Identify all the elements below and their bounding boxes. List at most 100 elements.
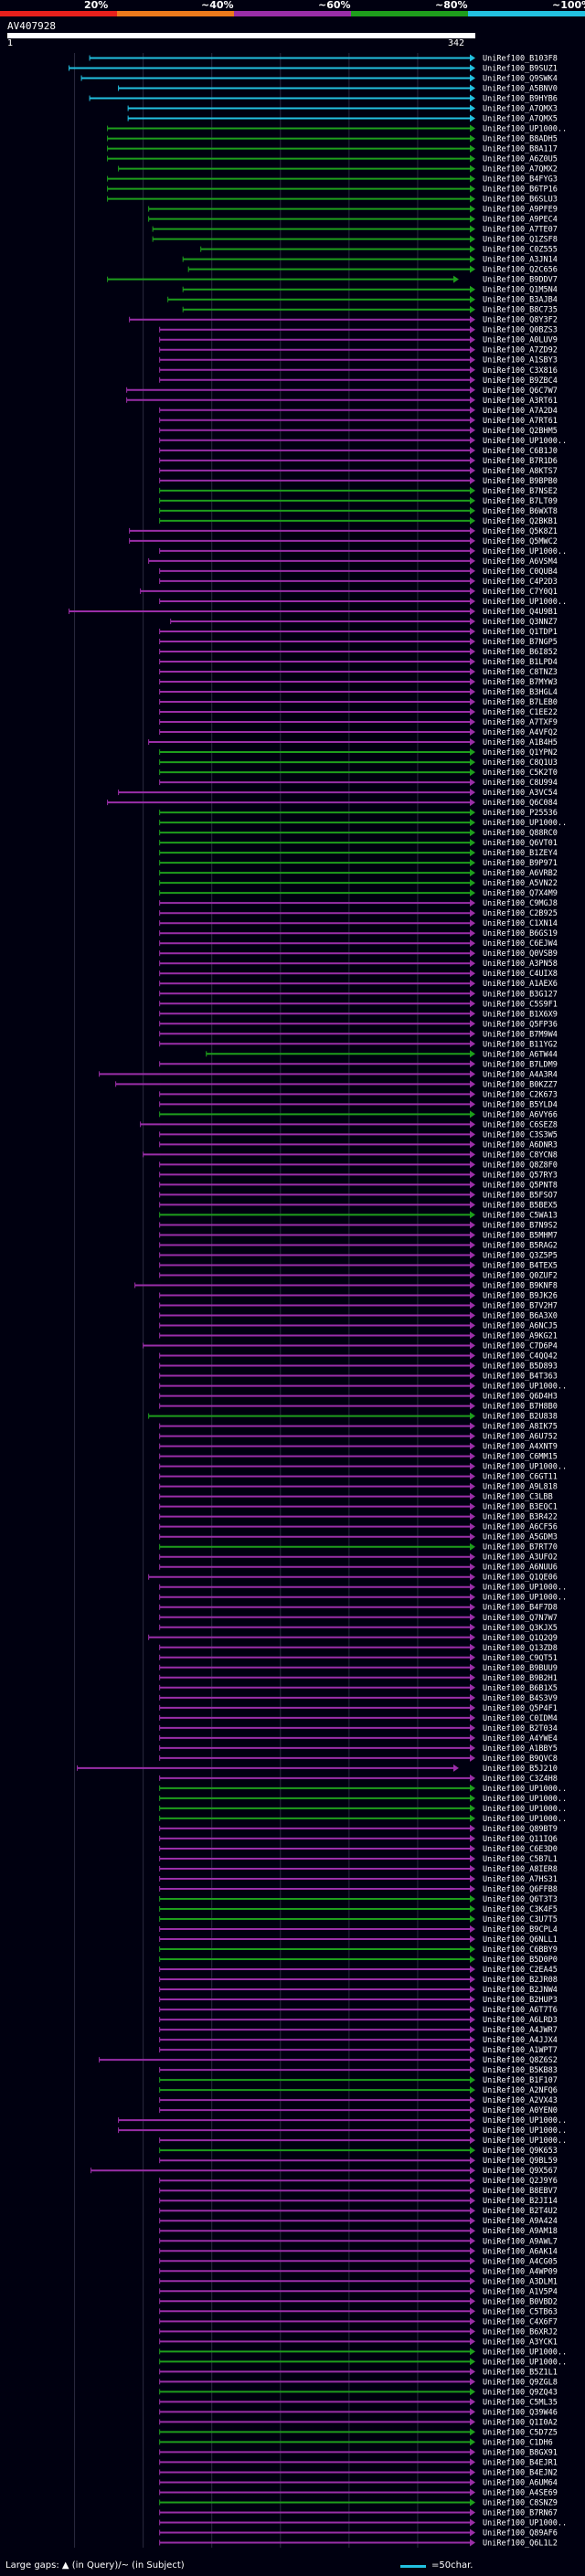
alignment-arrow [470, 1301, 475, 1309]
alignment-arrow [470, 2126, 475, 2135]
hit-label: UniRef100_A8IK75 [483, 1423, 558, 1432]
alignment-arrow [470, 1723, 475, 1732]
alignment-arrow [470, 2388, 475, 2396]
alignment-arrow [470, 1110, 475, 1118]
alignment-arrow [470, 1884, 475, 1892]
hit-label: UniRef100_Q9SWK4 [483, 75, 558, 84]
hit-label: UniRef100_C6B1J0 [483, 447, 558, 456]
alignment-arrow [470, 205, 475, 213]
hit-label: UniRef100_B7V2H7 [483, 1302, 558, 1311]
hit-label: UniRef100_C6MM15 [483, 1453, 558, 1462]
alignment-arrow [470, 2257, 475, 2265]
hit-label: UniRef100_A3PN58 [483, 959, 558, 969]
hit-label: UniRef100_B4S3V9 [483, 1694, 558, 1703]
alignment-arrow [470, 285, 475, 293]
hit-label: UniRef100_A4SE69 [483, 2488, 558, 2497]
alignment-arrow [470, 1794, 475, 1802]
hit-label: UniRef100_UP1000.. [483, 1805, 567, 1814]
hit-label: UniRef100_A2NFQ6 [483, 2086, 558, 2095]
alignment-arrow [470, 980, 475, 988]
alignment-arrow [470, 2418, 475, 2426]
alignment-arrow [470, 64, 475, 72]
hit-label: UniRef100_A4JJX4 [483, 2036, 558, 2045]
hit-label: UniRef100_Q57RY3 [483, 1171, 558, 1180]
alignment-arrow [470, 2307, 475, 2316]
alignment-arrow [470, 2378, 475, 2386]
alignment-arrow [470, 1925, 475, 1934]
hit-label: UniRef100_A2VX43 [483, 2096, 558, 2105]
hit-label: UniRef100_UP1000.. [483, 2518, 567, 2528]
alignment-arrow [470, 446, 475, 454]
alignment-arrow [470, 1945, 475, 1954]
alignment-arrow [470, 2277, 475, 2285]
alignment-arrow [470, 899, 475, 907]
hit-label: UniRef100_Q9X567 [483, 2167, 558, 2176]
hit-label: UniRef100_UP1000.. [483, 598, 567, 607]
alignment-arrow [470, 1070, 475, 1078]
alignment-arrow [470, 476, 475, 484]
alignment-arrow [470, 859, 475, 867]
hit-label: UniRef100_A4XNT9 [483, 1443, 558, 1452]
alignment-arrow [470, 1854, 475, 1862]
alignment-arrow [470, 637, 475, 645]
alignment-arrow [470, 1030, 475, 1038]
alignment-arrow [470, 758, 475, 767]
ruler-end-label: 342 [448, 38, 465, 48]
hit-label: UniRef100_B1ZEY4 [483, 849, 558, 858]
alignment-arrow [470, 2177, 475, 2185]
hit-label: UniRef100_A6VSM4 [483, 557, 558, 567]
alignment-arrow [470, 416, 475, 424]
alignment-arrow [470, 1502, 475, 1511]
hit-label: UniRef100_Q11IQ6 [483, 1835, 558, 1844]
hit-label: UniRef100_C0Z555 [483, 246, 558, 255]
alignment-arrow [470, 617, 475, 625]
hit-label: UniRef100_A8KTS7 [483, 467, 558, 476]
hit-label: UniRef100_B9BUU9 [483, 1664, 558, 1673]
hit-label: UniRef100_B9CPL4 [483, 1925, 558, 1935]
alignment-arrow [470, 1532, 475, 1541]
alignment-arrow [470, 1352, 475, 1360]
hit-label: UniRef100_A6UM64 [483, 2478, 558, 2487]
hit-label: UniRef100_A3VC54 [483, 789, 558, 798]
alignment-arrow [470, 1693, 475, 1701]
alignment-arrow [470, 1573, 475, 1581]
hit-label: UniRef100_B9SUZ1 [483, 65, 558, 74]
hit-label: UniRef100_B9BPB0 [483, 477, 558, 486]
hit-label: UniRef100_B5D0P0 [483, 1956, 558, 1965]
hit-label: UniRef100_B2T034 [483, 1724, 558, 1733]
alignment-arrow [470, 869, 475, 877]
hit-label: UniRef100_B7N9S2 [483, 1221, 558, 1230]
hit-label: UniRef100_Q2BHM5 [483, 427, 558, 436]
alignment-arrow [470, 849, 475, 857]
hit-label: UniRef100_B5MHM7 [483, 1231, 558, 1240]
alignment-arrow [470, 195, 475, 203]
alignment-arrow [452, 1764, 459, 1772]
legend-segment [468, 11, 585, 16]
alignment-arrow [470, 1382, 475, 1390]
alignment-arrow [470, 2297, 475, 2306]
alignment-arrow [470, 1683, 475, 1691]
hit-label: UniRef100_A9AWL7 [483, 2237, 558, 2246]
hit-label: UniRef100_B4F7D8 [483, 1604, 558, 1613]
alignment-arrow [470, 2528, 475, 2537]
hit-label: UniRef100_B4TEX5 [483, 1261, 558, 1270]
hit-label: UniRef100_B7LEB0 [483, 698, 558, 707]
hit-label: UniRef100_Q1QE06 [483, 1574, 558, 1583]
hit-label: UniRef100_B8GX91 [483, 2448, 558, 2457]
hit-label: UniRef100_A3DLM1 [483, 2277, 558, 2286]
alignment-arrow [470, 1603, 475, 1611]
alignment-arrow [470, 2056, 475, 2064]
alignment-arrow [470, 769, 475, 777]
alignment-arrow [470, 959, 475, 968]
alignment-arrow [470, 1894, 475, 1903]
alignment-arrow [470, 94, 475, 102]
alignment-arrow [470, 2458, 475, 2466]
alignment-arrow [470, 738, 475, 747]
hit-label: UniRef100_A6AK14 [483, 2247, 558, 2256]
alignment-arrow [470, 1372, 475, 1380]
alignment-arrow [470, 2428, 475, 2436]
hit-label: UniRef100_B7RN67 [483, 2508, 558, 2518]
alignment-arrow [470, 1100, 475, 1108]
scale-line [400, 2565, 426, 2568]
hit-label: UniRef100_Q9ZGL8 [483, 2378, 558, 2387]
